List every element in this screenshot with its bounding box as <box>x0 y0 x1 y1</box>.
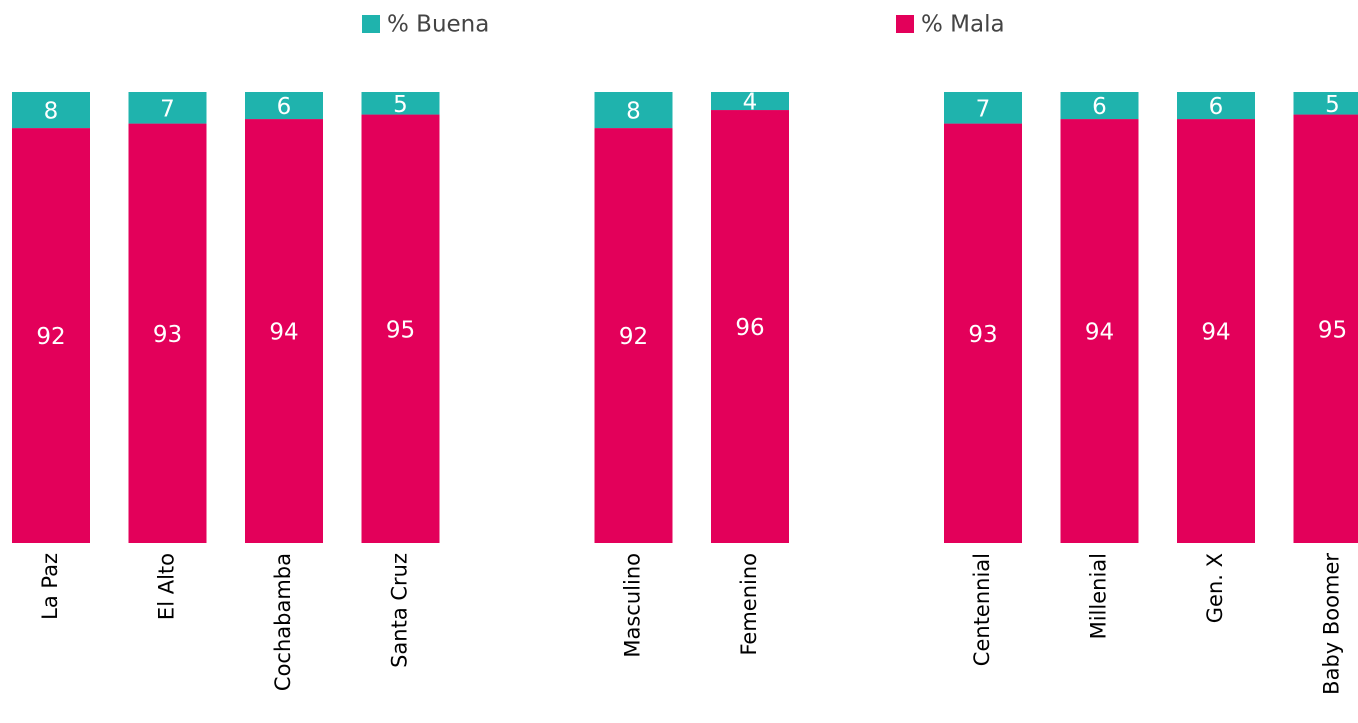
bar-segment <box>1293 92 1358 115</box>
bar-segment <box>12 128 90 543</box>
data-label: 93 <box>968 322 997 348</box>
data-label: 94 <box>1201 320 1230 346</box>
x-tick-label: Santa Cruz <box>388 553 412 668</box>
x-tick-label: La Paz <box>38 553 62 620</box>
bar-segment <box>711 92 789 111</box>
data-label: 95 <box>386 317 415 343</box>
x-tick-label: El Alto <box>155 553 179 620</box>
data-label: 5 <box>1325 92 1340 118</box>
legend-swatch <box>362 15 380 33</box>
bar-segment <box>128 92 207 124</box>
bar-segment <box>594 92 673 129</box>
x-tick-label: Masculino <box>621 553 645 658</box>
data-label: 4 <box>743 90 758 116</box>
x-tick-label: Baby Boomer <box>1320 553 1344 695</box>
bar-segment <box>361 92 440 115</box>
bar-segment <box>1177 119 1255 543</box>
data-label: 6 <box>277 94 292 120</box>
data-label: 8 <box>44 99 59 125</box>
data-label: 7 <box>976 96 991 122</box>
bar-segment <box>944 123 1022 543</box>
data-label: 8 <box>626 99 641 125</box>
bar-segment <box>245 92 323 120</box>
bar-segment <box>944 92 1022 124</box>
bar-segment <box>12 92 90 129</box>
bar-segment <box>1060 92 1139 120</box>
x-tick-label: Femenino <box>737 553 761 656</box>
bar-segment <box>361 114 440 544</box>
data-label: 5 <box>393 92 408 118</box>
bar-segment <box>1177 92 1255 120</box>
data-label: 93 <box>153 322 182 348</box>
x-tick-label: Gen. X <box>1203 553 1227 623</box>
bar-segment <box>711 110 789 543</box>
bar-segment <box>128 123 207 543</box>
legend-label: % Mala <box>921 12 1005 38</box>
x-tick-label: Cochabamba <box>271 553 295 691</box>
data-label: 6 <box>1209 94 1224 120</box>
data-label: 7 <box>160 96 175 122</box>
data-label: 92 <box>619 324 648 350</box>
x-tick-label: Centennial <box>970 553 994 666</box>
bar-segment <box>594 128 673 543</box>
bar-segment <box>1060 119 1139 543</box>
data-label: 96 <box>735 315 764 341</box>
data-label: 92 <box>36 324 65 350</box>
bar-segment <box>1293 114 1358 544</box>
data-label: 94 <box>1085 320 1114 346</box>
legend-swatch <box>896 15 914 33</box>
data-label: 94 <box>269 320 298 346</box>
data-label: 6 <box>1092 94 1107 120</box>
bar-segment <box>245 119 323 543</box>
x-tick-label: Millenial <box>1087 553 1111 639</box>
data-label: 95 <box>1318 317 1347 343</box>
legend-label: % Buena <box>387 12 489 38</box>
